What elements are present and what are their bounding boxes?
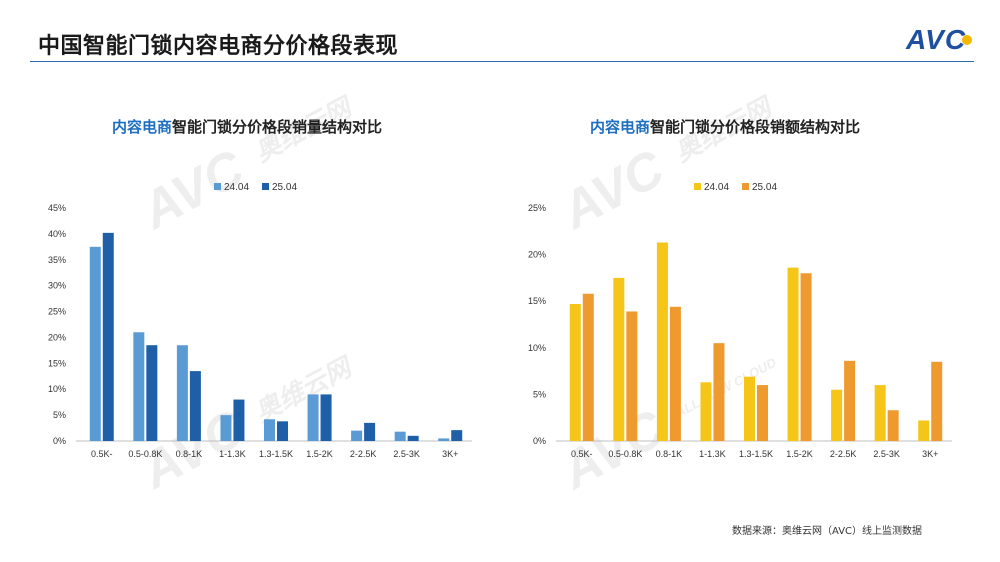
- x-tick-label: 2.5-3K: [393, 449, 420, 459]
- y-tick-label: 30%: [48, 281, 66, 291]
- y-tick-label: 10%: [528, 343, 546, 353]
- bar: [364, 422, 376, 441]
- y-tick-label: 0%: [533, 436, 546, 446]
- y-tick-label: 15%: [48, 358, 66, 368]
- bar: [844, 360, 856, 441]
- bar: [146, 345, 158, 441]
- chart-title-revenue: 内容电商智能门锁分价格段销额结构对比: [590, 116, 860, 137]
- avc-logo: AVC: [906, 24, 973, 56]
- logo-text: AVC: [906, 24, 967, 55]
- bar: [582, 293, 594, 441]
- legend-swatch: [742, 183, 749, 190]
- bar: [874, 385, 886, 441]
- x-tick-label: 1.3-1.5K: [739, 449, 773, 459]
- y-tick-label: 25%: [528, 203, 546, 213]
- legend-label: 24.04: [224, 182, 249, 193]
- bar: [451, 430, 463, 441]
- x-tick-label: 0.5-0.8K: [608, 449, 642, 459]
- logo-dot: [962, 35, 973, 45]
- bar: [176, 345, 188, 441]
- x-tick-label: 0.8-1K: [176, 449, 203, 459]
- legend-swatch: [262, 183, 269, 190]
- y-tick-label: 20%: [528, 250, 546, 260]
- legend-swatch: [694, 183, 701, 190]
- bar: [320, 394, 332, 441]
- bar: [394, 431, 406, 441]
- bar: [918, 420, 930, 441]
- bar: [931, 361, 943, 441]
- x-tick-label: 1-1.3K: [219, 449, 246, 459]
- y-tick-label: 45%: [48, 203, 66, 213]
- bar: [133, 332, 145, 441]
- bar: [757, 385, 768, 441]
- legend-label: 24.04: [704, 182, 729, 193]
- x-tick-label: 0.5K-: [91, 449, 113, 459]
- bar: [626, 311, 638, 441]
- bar: [307, 394, 319, 441]
- chart-title-text: 智能门锁分价格段销量结构对比: [172, 118, 383, 136]
- bar: [831, 389, 843, 441]
- bar: [613, 277, 625, 441]
- x-tick-label: 2-2.5K: [350, 449, 377, 459]
- bar-chart-volume: 24.04 25.04 0% 5% 10% 15% 20% 25% 30% 35% 40% 45% 0.…: [48, 182, 472, 459]
- y-tick-label: 20%: [48, 332, 66, 342]
- bar-chart-revenue: 24.04 25.04 0% 5% 10% 15% 20% 25% 0.5K- 0.5-0.8K 0…: [528, 182, 952, 459]
- x-tick-label: 1.3-1.5K: [259, 449, 293, 459]
- y-tick-label: 25%: [48, 307, 66, 317]
- y-tick-label: 0%: [53, 436, 66, 446]
- bar: [669, 306, 681, 441]
- bar: [264, 419, 275, 441]
- y-tick-label: 15%: [528, 296, 546, 306]
- x-tick-label: 3K+: [442, 449, 458, 459]
- legend-label: 25.04: [752, 182, 777, 193]
- bar: [700, 382, 712, 441]
- y-tick-label: 40%: [48, 229, 66, 239]
- chart-title-highlight: 内容电商: [590, 118, 651, 136]
- legend-swatch: [214, 183, 221, 190]
- chart-title-text: 智能门锁分价格段销额结构对比: [650, 118, 861, 136]
- bar: [189, 371, 201, 441]
- x-tick-label: 2.5-3K: [873, 449, 900, 459]
- bar: [713, 343, 725, 441]
- bar: [438, 438, 450, 441]
- bar: [351, 430, 363, 441]
- title-divider: [30, 61, 974, 62]
- x-tick-label: 1-1.3K: [699, 449, 726, 459]
- bar: [233, 399, 245, 441]
- y-tick-label: 10%: [48, 384, 66, 394]
- bar: [89, 246, 101, 441]
- chart-title-highlight: 内容电商: [112, 118, 173, 136]
- x-tick-label: 0.5K-: [571, 449, 593, 459]
- page-title: 中国智能门锁内容电商分价格段表现: [38, 34, 399, 59]
- x-tick-label: 1.5-2K: [786, 449, 813, 459]
- bar: [220, 415, 232, 441]
- bar: [800, 273, 812, 441]
- bar: [887, 410, 899, 441]
- bar: [407, 435, 419, 441]
- chart-title-volume: 内容电商智能门锁分价格段销量结构对比: [112, 116, 382, 137]
- bar: [744, 376, 755, 441]
- legend-label: 25.04: [272, 182, 297, 193]
- bar: [102, 232, 114, 441]
- y-tick-label: 5%: [533, 389, 546, 399]
- x-tick-label: 0.5-0.8K: [128, 449, 162, 459]
- x-tick-label: 1.5-2K: [306, 449, 333, 459]
- bar: [787, 267, 799, 441]
- y-tick-label: 5%: [53, 410, 66, 420]
- y-tick-label: 35%: [48, 255, 66, 265]
- bar: [277, 421, 288, 441]
- x-tick-label: 2-2.5K: [830, 449, 857, 459]
- x-tick-label: 3K+: [922, 449, 938, 459]
- bar: [656, 242, 668, 441]
- bar: [569, 303, 581, 441]
- source-note: 数据来源：奥维云网（AVC）线上监测数据: [732, 526, 923, 537]
- x-tick-label: 0.8-1K: [656, 449, 683, 459]
